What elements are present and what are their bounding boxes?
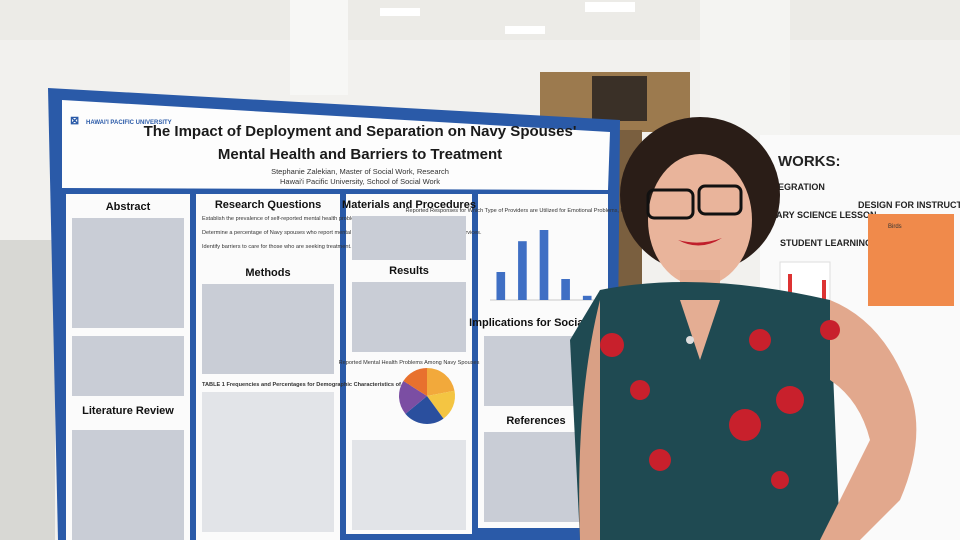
pie-slice (427, 390, 455, 419)
section-heading: Abstract (106, 201, 151, 213)
bar (518, 241, 527, 300)
pie-slice (398, 380, 427, 414)
poster-title: Mental Health and Barriers to Treatment (218, 146, 502, 163)
bg-line: EGRATION (778, 182, 825, 192)
box-label (592, 76, 647, 121)
light (585, 2, 635, 12)
pillar (700, 0, 790, 140)
poster-title: The Impact of Deployment and Separation … (144, 123, 577, 140)
desk-area (0, 240, 55, 540)
bullet: Establish the prevalence of self-reporte… (202, 216, 406, 222)
bg-chart-bar (822, 280, 826, 314)
table (352, 440, 466, 530)
bar (582, 295, 592, 300)
section-heading: Literature Review (82, 405, 174, 417)
pie-slice (405, 396, 444, 424)
section-heading: Methods (245, 267, 290, 279)
bar (561, 279, 570, 300)
body-text (72, 218, 184, 540)
logo-mark: ⊠ (70, 115, 79, 127)
table (202, 392, 334, 532)
bar (496, 272, 506, 300)
pillar (290, 0, 348, 95)
pie-slice (427, 368, 455, 396)
pie-slice (403, 368, 427, 396)
author: Stephanie Zalekian, Master of Social Wor… (271, 167, 449, 176)
bg-card (868, 214, 954, 306)
body-text (352, 282, 466, 352)
bg-heading: DESIGN FOR INSTRUCT (858, 200, 960, 210)
logo: HAWAI'I PACIFIC UNIVERSITY (86, 120, 172, 126)
bar (539, 230, 549, 300)
body-text (202, 284, 334, 374)
body-text (352, 216, 466, 260)
bg-line: ARY SCIENCE LESSON (776, 210, 877, 220)
affiliation: Hawai'i Pacific University, School of So… (280, 177, 440, 186)
bg-line: STUDENT LEARNING (780, 238, 872, 248)
chart-title: Reported Responses for Which Type of Pro… (405, 208, 680, 214)
section-heading: Materials and Procedures (342, 199, 476, 211)
bullet: Determine a percentage of Navy spouses w… (202, 230, 482, 236)
light (380, 8, 420, 16)
section-heading: Results (389, 265, 429, 277)
light (505, 26, 545, 34)
bar-chart (490, 230, 598, 301)
title-panel (62, 100, 610, 190)
section-heading: References (506, 415, 565, 427)
person (570, 117, 917, 540)
table-title: TABLE 1 Frequencies and Percentages for … (202, 382, 434, 388)
chart-title: Reported Mental Health Problems Among Na… (339, 360, 480, 366)
bullet: Identify barriers to care for those who … (202, 244, 352, 250)
bg-heading: WORKS: (778, 153, 841, 170)
bg-card-title: Birds (888, 224, 902, 230)
pie-chart (398, 368, 455, 424)
section-heading: Research Questions (215, 199, 321, 211)
